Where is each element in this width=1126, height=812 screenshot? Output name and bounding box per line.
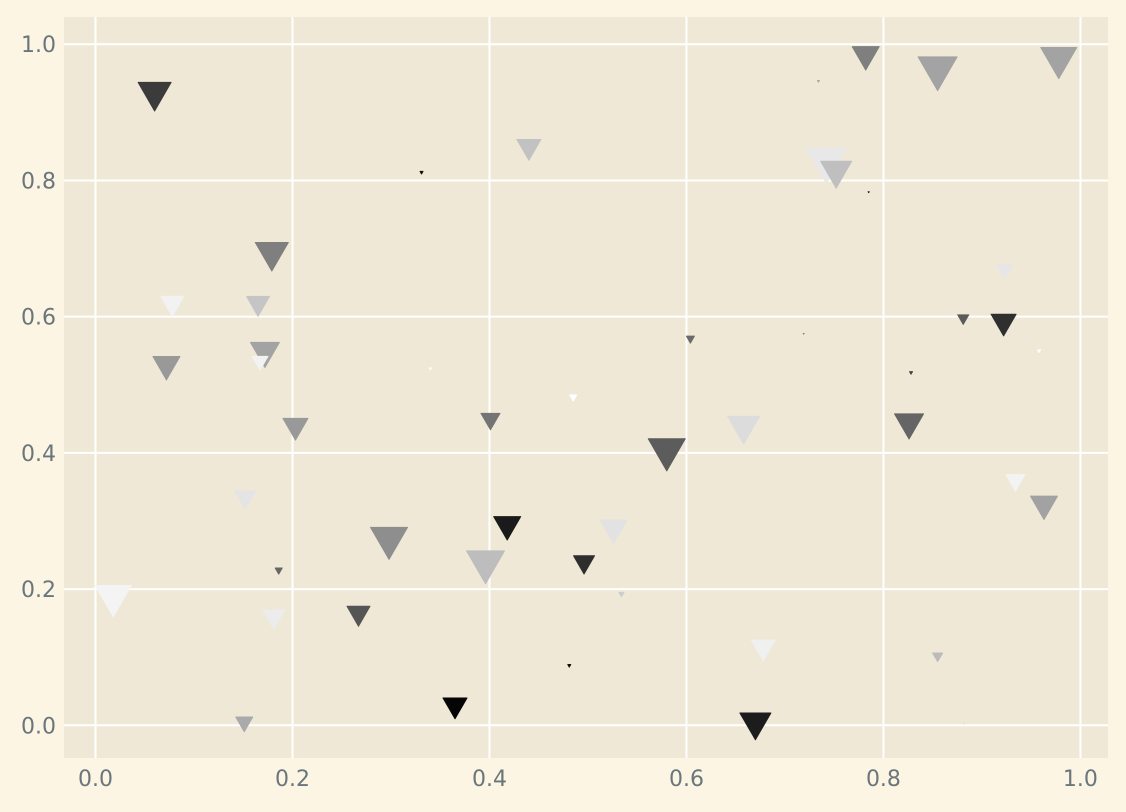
data-point [249, 341, 280, 368]
data-point [990, 313, 1017, 337]
x-tick-label: 0.4 [472, 767, 507, 792]
data-point [917, 56, 958, 92]
y-tick-label: 0.6 [21, 306, 56, 331]
x-tick-label: 0.6 [669, 767, 704, 792]
x-axis-ticks: 0.0 0.2 0.4 0.6 0.8 1.0 [78, 767, 1098, 792]
data-point [750, 639, 776, 662]
data-point [909, 371, 914, 375]
data-point [816, 79, 820, 83]
data-point [516, 138, 542, 161]
data-point [962, 722, 966, 725]
data-point [234, 490, 257, 510]
data-point [685, 335, 695, 344]
data-point [274, 567, 283, 575]
data-point [739, 712, 772, 741]
data-point [137, 81, 172, 112]
data-point [282, 417, 309, 441]
data-point [569, 394, 578, 402]
data-point [851, 46, 880, 71]
data-point [647, 438, 686, 472]
data-point [428, 367, 432, 371]
data-point [996, 263, 1014, 279]
grid-lines [64, 17, 1108, 758]
data-point [346, 605, 371, 627]
data-point [262, 609, 286, 630]
data-point [618, 591, 625, 598]
y-tick-label: 0.0 [21, 714, 56, 739]
data-point [160, 295, 185, 317]
data-point [251, 355, 269, 371]
y-tick-label: 0.8 [21, 169, 56, 194]
data-point [932, 652, 944, 663]
data-point [442, 697, 468, 720]
x-tick-label: 0.2 [275, 767, 310, 792]
data-point [727, 415, 761, 445]
data-point [567, 664, 572, 668]
y-tick-label: 0.4 [21, 442, 56, 467]
data-point [480, 412, 501, 431]
data-point [820, 160, 853, 189]
y-tick-label: 1.0 [21, 33, 56, 58]
x-tick-label: 1.0 [1063, 767, 1098, 792]
x-tick-label: 0.8 [866, 767, 901, 792]
data-point [370, 526, 409, 560]
data-point [152, 356, 181, 381]
data-point [802, 332, 805, 335]
y-tick-label: 0.2 [21, 578, 56, 603]
data-markers [94, 46, 1078, 741]
data-point [94, 585, 132, 618]
data-point [867, 191, 870, 194]
data-point [894, 413, 925, 440]
x-tick-label: 0.0 [78, 767, 113, 792]
data-point [957, 314, 970, 325]
y-axis-ticks: 0.0 0.2 0.4 0.6 0.8 1.0 [21, 33, 56, 739]
data-point [235, 716, 254, 733]
data-point [1037, 349, 1042, 353]
data-point [419, 170, 424, 175]
data-point [493, 516, 522, 541]
data-point [254, 241, 289, 272]
data-point [1005, 474, 1026, 492]
data-point [1029, 495, 1058, 521]
data-point [573, 555, 596, 575]
data-point [466, 550, 506, 585]
data-point [599, 519, 628, 544]
plot-background [64, 17, 1108, 758]
data-point [246, 295, 271, 317]
data-point [1040, 46, 1078, 80]
